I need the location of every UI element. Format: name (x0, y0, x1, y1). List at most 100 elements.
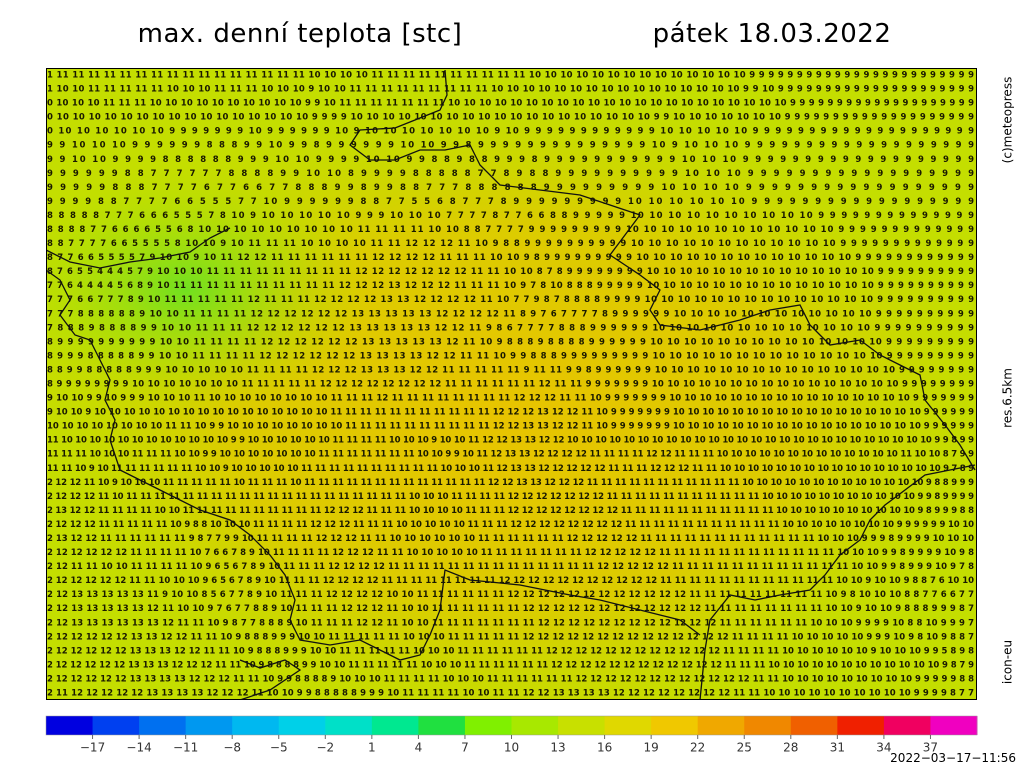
grid-row: 9 10 10 9 9 10 9 9 9 10 10 10 11 10 10 1… (47, 394, 974, 404)
colorbar-segment (371, 716, 419, 735)
colorbar-segment (790, 716, 838, 735)
value-grid: 1 11 11 11 11 11 11 11 11 11 11 11 11 11… (47, 71, 974, 699)
grid-row: 2 12 13 13 13 13 13 12 11 10 10 9 7 6 7 … (47, 604, 974, 614)
colorbar-segment (930, 716, 978, 735)
colorbar-segment (464, 716, 512, 735)
border-line (46, 269, 701, 661)
grid-row: 8 9 9 9 8 8 8 8 8 9 9 10 10 11 11 11 11 … (47, 351, 974, 361)
grid-row: 9 9 9 9 9 9 8 8 7 7 7 7 7 7 8 8 8 8 9 9 … (47, 169, 974, 179)
grid-row: 2 12 13 13 13 13 13 11 9 10 10 8 5 6 7 7… (47, 590, 974, 600)
colorbar-segment (604, 716, 652, 735)
colorbar-segment (883, 716, 931, 735)
grid-row: 8 8 8 8 7 7 6 6 6 6 5 5 6 8 10 10 10 10 … (47, 225, 974, 235)
grid-row: 8 7 6 5 5 4 4 4 5 7 9 10 10 10 11 11 11 … (47, 267, 974, 277)
grid-row: 2 12 12 12 11 11 11 11 11 10 9 8 8 10 10… (47, 520, 974, 530)
grid-row: 1 10 10 11 11 11 11 11 10 10 10 11 11 11… (47, 85, 974, 95)
grid-row: 0 10 10 10 11 11 11 10 10 10 10 10 10 10… (47, 99, 974, 109)
colorbar-label: 4 (415, 741, 423, 755)
resolution-label: res.6.5km (1001, 368, 1015, 428)
colorbar-segment (558, 716, 606, 735)
grid-row: 2 12 12 12 12 12 13 13 13 12 12 11 11 10… (47, 646, 974, 656)
colorbar-label: 1 (368, 741, 376, 755)
colorbar-label: −5 (270, 741, 288, 755)
grid-row: 8 8 7 7 7 7 6 6 5 5 5 5 8 10 10 9 10 11 … (47, 239, 974, 249)
grid-row: 2 12 11 11 10 10 11 11 11 11 10 9 6 5 6 … (47, 562, 974, 572)
grid-row: 11 10 10 10 10 10 10 10 10 10 10 10 10 9… (47, 436, 974, 446)
colorbar-label: 7 (461, 741, 469, 755)
colorbar-label: −14 (126, 741, 151, 755)
grid-row: 2 13 12 12 11 11 11 11 10 10 11 11 11 11… (47, 506, 974, 516)
border-line (349, 69, 976, 471)
colorbar-segment (278, 716, 326, 735)
colorbar-label: −11 (173, 741, 198, 755)
colorbar-label: 19 (644, 741, 659, 755)
colorbar-segment (511, 716, 559, 735)
grid-row: 11 11 11 10 10 10 11 11 11 10 10 9 9 10 … (47, 450, 974, 460)
map-frame (46, 68, 977, 700)
grid-row: 2 12 12 12 11 10 11 11 11 11 11 11 11 11… (47, 492, 974, 502)
colorbar-label: 31 (830, 741, 845, 755)
colorbar-segment (651, 716, 699, 735)
grid-row: 8 9 9 9 9 9 9 9 9 9 9 10 10 11 11 11 11 … (47, 337, 974, 347)
colorbar-segment (837, 716, 885, 735)
colorbar-label: 28 (783, 741, 798, 755)
colorbar-label: 13 (550, 741, 565, 755)
colorbar-label: −2 (316, 741, 334, 755)
grid-row: 8 8 9 9 8 8 8 8 8 9 9 9 10 10 10 10 10 1… (47, 365, 974, 375)
colorbar-label: 10 (504, 741, 519, 755)
grid-row: 9 9 10 10 10 9 9 9 9 9 9 8 8 8 9 9 10 9 … (47, 141, 974, 151)
colorbar-segment (325, 716, 373, 735)
colorbar-label: 16 (597, 741, 612, 755)
colorbar-segment (418, 716, 466, 735)
colorbar-segment (744, 716, 792, 735)
colorbar-label: 22 (690, 741, 705, 755)
grid-row: 0 10 10 10 10 10 10 10 10 10 10 10 10 10… (47, 113, 974, 123)
grid-row: 2 12 12 12 12 12 11 11 10 10 10 9 6 5 6 … (47, 576, 974, 586)
colorbar-segment (92, 716, 140, 735)
timestamp: 2022−03−17−11:56 (890, 751, 1016, 765)
grid-row: 8 7 7 6 6 5 5 5 5 7 9 10 10 9 10 11 12 1… (47, 253, 974, 263)
grid-row: 10 10 10 10 10 10 10 10 11 11 10 9 9 10 … (47, 422, 974, 432)
colorbar-segment (697, 716, 745, 735)
borders (46, 69, 976, 700)
grid-row: 2 13 12 12 11 11 11 11 11 11 9 8 7 7 9 9… (47, 534, 974, 544)
map-date: pátek 18.03.2022 (653, 19, 892, 49)
grid-row: 7 7 6 4 4 4 4 5 6 8 9 10 11 11 11 11 11 … (47, 281, 974, 291)
model-label: icon-eu (1001, 640, 1015, 684)
grid-row: 11 11 10 9 10 11 11 11 11 11 11 10 10 9 … (47, 464, 974, 474)
copyright-label: (c)meteopress (1001, 77, 1015, 164)
colorbar: −17 −14 −11 −8 −5 −2 1 4 7 10 13 16 19 22 25 28 31 34 37 (45, 715, 978, 755)
grid-row: 2 12 12 11 10 9 10 10 10 11 11 11 11 11 … (47, 478, 974, 488)
map-title: max. denní teplota [stc] (138, 19, 463, 49)
grid-row: 2 12 12 12 12 12 13 13 12 12 11 11 10 9 … (47, 632, 974, 642)
cool-field (46, 68, 977, 700)
colorbar-segment (139, 716, 187, 735)
border-line (699, 464, 976, 700)
grid-row: 2 12 12 12 12 12 13 13 13 12 12 12 11 11… (47, 660, 974, 670)
colorbar-label: −8 (223, 741, 241, 755)
grid-row: 2 11 12 12 12 12 12 13 13 13 13 12 12 12… (47, 689, 974, 699)
colorbar-label: 25 (737, 741, 752, 755)
colorbar-label: −17 (80, 741, 105, 755)
grid-row: 0 10 10 10 10 10 10 9 9 9 9 9 9 9 10 9 9… (47, 127, 974, 137)
colorbar-label: 37 (923, 741, 938, 755)
grid-row: 2 12 12 12 12 12 13 13 13 13 12 12 12 11… (47, 674, 974, 684)
grid-row: 2 12 13 13 13 13 13 13 12 11 11 10 9 8 7… (47, 618, 974, 628)
grid-row: 9 9 10 10 9 9 9 9 8 8 8 8 8 8 9 9 9 10 1… (47, 155, 974, 165)
grid-row: 9 9 9 9 8 8 7 7 7 7 6 6 5 5 5 7 7 10 9 9… (47, 197, 974, 207)
border-line (239, 659, 302, 700)
colorbar-segment (46, 716, 94, 735)
grid-row: 1 11 11 11 11 11 11 11 11 11 11 11 11 11… (47, 71, 974, 81)
grid-row: 7 8 8 8 9 8 8 8 8 9 9 10 10 11 11 11 12 … (47, 323, 974, 333)
map: 1 11 11 11 11 11 11 11 11 11 11 11 11 11… (46, 68, 977, 700)
grid-row: 2 12 12 12 12 12 11 11 11 11 10 7 6 6 7 … (47, 548, 974, 558)
grid-row: 7 7 7 6 6 7 7 7 8 9 10 11 11 11 11 11 12… (47, 295, 974, 305)
colorbar-segment (232, 716, 280, 735)
grid-row: 8 8 8 8 8 7 7 7 6 6 6 5 5 5 7 8 10 9 10 … (47, 211, 974, 221)
colorbar-segment (185, 716, 233, 735)
grid-row: 9 10 10 9 10 10 10 10 10 10 10 10 10 10 … (47, 408, 974, 418)
grid-row: 8 9 9 9 9 9 9 9 9 10 10 10 10 10 10 10 1… (47, 380, 974, 390)
grid-row: 7 7 7 8 8 8 8 8 8 9 10 10 11 11 11 11 12… (47, 309, 974, 319)
border-line (46, 227, 231, 269)
